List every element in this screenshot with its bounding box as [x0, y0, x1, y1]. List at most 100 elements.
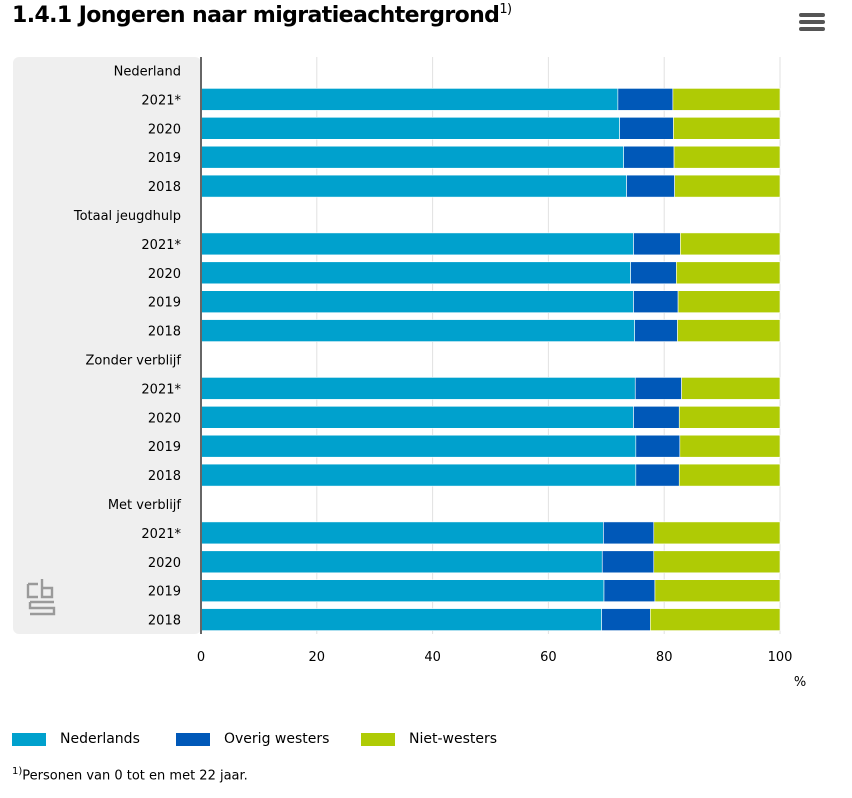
stacked-bar-chart: 0 20 40 60 80 100% Nederland 2021* 2020 2019 2018 T… — [13, 57, 806, 690]
bar-label: 2018 — [148, 180, 181, 195]
bar-label: 2018 — [148, 469, 181, 484]
menu-line — [799, 20, 825, 24]
footnote-text: Personen van 0 tot en met 22 jaar. — [22, 768, 248, 784]
x-tick-label-40: 40 — [424, 650, 441, 665]
bar-segment-niet-westers — [672, 88, 781, 111]
x-tick-label-0: 0 — [197, 650, 205, 665]
bar-segment-overig-westers — [626, 174, 675, 198]
legend-label-niet-westers: Niet-westers — [409, 731, 498, 747]
x-tick-label-20: 20 — [309, 650, 326, 665]
footnote: 1)Personen van 0 tot en met 22 jaar. — [12, 766, 248, 783]
legend-swatch-niet-westers — [361, 732, 395, 746]
bar-segment-nederlands — [200, 174, 627, 198]
bar-segment-niet-westers — [681, 377, 781, 400]
bar-segment-niet-westers — [680, 232, 781, 256]
bar-segment-niet-westers — [676, 261, 781, 285]
bar-segment-overig-westers — [601, 608, 651, 631]
bar-segment-niet-westers — [677, 290, 781, 314]
bar-segment-nederlands — [200, 232, 634, 256]
bar-label: 2021* — [141, 238, 181, 253]
bar-segment-nederlands — [200, 579, 605, 603]
bar-segment-niet-westers — [678, 405, 781, 429]
x-tick-label-100: 100 — [768, 650, 793, 665]
bar-segment-nederlands — [200, 434, 637, 458]
bar-segment-overig-westers — [603, 521, 655, 545]
bar-segment-niet-westers — [650, 608, 781, 631]
chart-title-footnote-mark: 1) — [499, 2, 512, 17]
bar-segment-overig-westers — [617, 88, 674, 111]
bar-label: 2019 — [148, 296, 181, 311]
bar-segment-nederlands — [200, 521, 604, 545]
chart-title-text: 1.4.1 Jongeren naar migratieachtergrond — [12, 3, 500, 28]
legend-label-overig-westers: Overig westers — [224, 731, 330, 747]
bar-segment-nederlands — [200, 117, 620, 140]
menu-line — [799, 13, 825, 17]
bar-segment-nederlands — [200, 319, 635, 342]
bar-segment-niet-westers — [674, 174, 781, 198]
bar-segment-nederlands — [200, 405, 634, 429]
bar-segment-nederlands — [200, 290, 634, 314]
bar-segment-niet-westers — [679, 434, 781, 458]
bar-label: 2020 — [148, 556, 181, 571]
bar-segment-niet-westers — [677, 319, 781, 342]
legend-swatch-nederlands — [12, 732, 46, 746]
bar-label: 2018 — [148, 614, 181, 629]
bar-segment-overig-westers — [633, 290, 679, 314]
bar-label: 2021* — [141, 93, 181, 108]
chart-title: 1.4.1 Jongeren naar migratieachtergrond1… — [12, 2, 512, 28]
bar-segment-overig-westers — [623, 145, 675, 169]
group-label: Totaal jeugdhulp — [73, 209, 181, 224]
bar-segment-niet-westers — [654, 579, 781, 603]
menu-line — [799, 27, 825, 31]
legend-item-nederlands[interactable]: Nederlands — [12, 730, 140, 748]
bar-segment-overig-westers — [634, 377, 682, 400]
group-label: Met verblijf — [108, 498, 182, 513]
category-label-panel — [13, 57, 201, 634]
bar-segment-overig-westers — [630, 261, 677, 285]
bar-label: 2020 — [148, 122, 181, 137]
cbs-logo-stroke — [26, 582, 38, 599]
bar-label: 2020 — [148, 411, 181, 426]
bar-segment-overig-westers — [635, 463, 680, 487]
bar-segment-overig-westers — [635, 434, 681, 458]
bar-segment-overig-westers — [633, 232, 681, 256]
x-tick-label-60: 60 — [540, 650, 557, 665]
bar-segment-nederlands — [200, 608, 602, 631]
bar-label: 2021* — [141, 527, 181, 542]
bar-segment-overig-westers — [601, 550, 655, 574]
legend-label-nederlands: Nederlands — [60, 731, 140, 747]
bar-segment-niet-westers — [653, 521, 781, 545]
x-axis-unit: % — [794, 675, 806, 690]
cbs-logo-stroke — [40, 579, 54, 599]
bar-label: 2018 — [148, 325, 181, 340]
legend-item-overig-westers[interactable]: Overig westers — [176, 730, 329, 748]
bar-segment-nederlands — [200, 463, 637, 487]
cbs-logo-stroke — [28, 600, 56, 616]
bar-label: 2019 — [148, 585, 181, 600]
group-label: Nederland — [114, 65, 181, 80]
bar-segment-nederlands — [200, 88, 619, 111]
bar-segment-nederlands — [200, 377, 636, 400]
cbs-logo — [26, 579, 56, 616]
bar-segment-overig-westers — [619, 117, 674, 140]
bar-segment-nederlands — [200, 145, 624, 169]
hamburger-menu-icon[interactable] — [799, 13, 825, 35]
bar-segment-nederlands — [200, 550, 603, 574]
bar-segment-niet-westers — [653, 550, 781, 574]
legend-item-niet-westers[interactable]: Niet-westers — [361, 730, 497, 748]
legend-swatch-overig-westers — [176, 732, 210, 746]
bar-segment-niet-westers — [678, 463, 781, 487]
bar-segment-overig-westers — [633, 405, 680, 429]
x-tick-label-80: 80 — [656, 650, 673, 665]
bar-label: 2019 — [148, 440, 181, 455]
bar-segment-overig-westers — [603, 579, 656, 603]
bar-label: 2021* — [141, 382, 181, 397]
group-label: Zonder verblijf — [85, 354, 181, 369]
bar-segment-niet-westers — [673, 145, 781, 169]
bar-label: 2019 — [148, 151, 181, 166]
bar-label: 2020 — [148, 267, 181, 282]
bar-segment-overig-westers — [634, 319, 678, 342]
bar-segment-niet-westers — [673, 117, 781, 140]
bar-segment-nederlands — [200, 261, 631, 285]
footnote-mark: 1) — [12, 766, 23, 777]
